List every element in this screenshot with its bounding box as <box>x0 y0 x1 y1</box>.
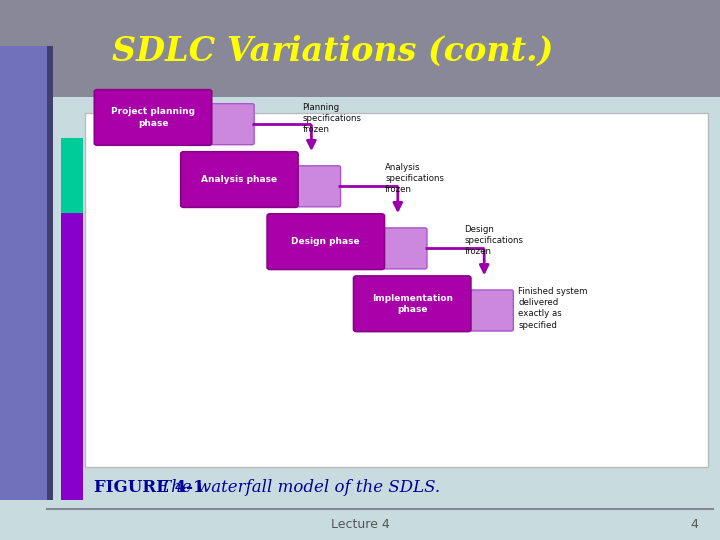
Bar <box>61 138 83 213</box>
Bar <box>85 113 708 467</box>
FancyBboxPatch shape <box>282 166 341 207</box>
Text: Finished system
delivered
exactly as
specified: Finished system delivered exactly as spe… <box>518 287 588 329</box>
Text: FIGURE 4-1: FIGURE 4-1 <box>94 478 210 496</box>
Text: Project planning
phase: Project planning phase <box>111 107 195 127</box>
Bar <box>0 46 47 500</box>
FancyBboxPatch shape <box>181 152 298 207</box>
Text: Planning
specifications
frozen: Planning specifications frozen <box>302 103 361 134</box>
Bar <box>47 46 53 500</box>
FancyBboxPatch shape <box>94 90 212 145</box>
FancyBboxPatch shape <box>369 228 427 269</box>
Bar <box>0 0 720 97</box>
Text: 4: 4 <box>690 518 698 531</box>
Text: Design
specifications
frozen: Design specifications frozen <box>464 225 523 256</box>
FancyBboxPatch shape <box>455 290 513 331</box>
Text: SDLC Variations (cont.): SDLC Variations (cont.) <box>112 35 553 68</box>
Text: Lecture 4: Lecture 4 <box>330 518 390 531</box>
FancyBboxPatch shape <box>196 104 254 145</box>
Text: Analysis phase: Analysis phase <box>202 175 277 184</box>
Text: Implementation
phase: Implementation phase <box>372 294 453 314</box>
Text: The waterfall model of the SDLS.: The waterfall model of the SDLS. <box>160 478 440 496</box>
Text: Design phase: Design phase <box>292 237 360 246</box>
Text: Analysis
specifications
frozen: Analysis specifications frozen <box>385 163 444 194</box>
Bar <box>0 97 720 540</box>
FancyBboxPatch shape <box>354 276 471 332</box>
FancyBboxPatch shape <box>267 214 384 269</box>
Bar <box>61 213 83 500</box>
